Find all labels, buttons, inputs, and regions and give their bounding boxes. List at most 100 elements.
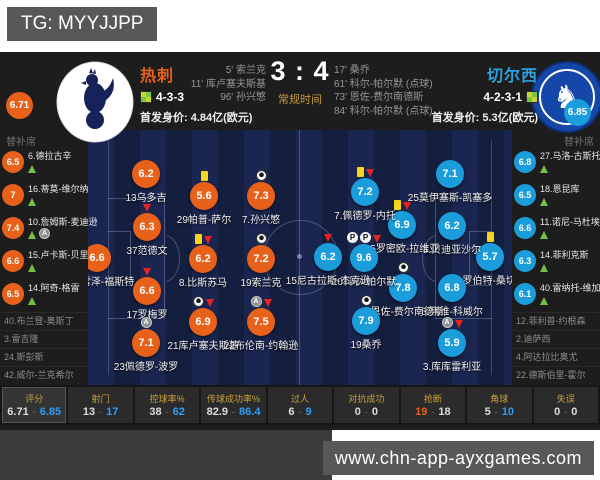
stats-bar: 评分 6.71-6.85 射门 13-17 控球率% 38-62 传球成功率% 82.9-86… bbox=[0, 385, 600, 425]
bottom-dark-panel bbox=[0, 430, 332, 480]
stat-away-value: 17 bbox=[106, 406, 119, 418]
away-goal-list: 17' 桑乔 61' 科尔-帕尔默 (点球) 73' 恩佐-费尔南德斯 84' 科尔-… bbox=[334, 64, 433, 118]
player-rating-chip[interactable]: 5.6 bbox=[190, 182, 218, 210]
player-name: 23佩德罗-波罗 bbox=[113, 362, 179, 373]
sub-off-icon bbox=[324, 234, 332, 242]
bench-unused-player[interactable]: 2.迪萨西 bbox=[512, 330, 600, 348]
bench-player-name: 18.恩昆库 bbox=[540, 184, 580, 194]
bench-player-info: 6.德拉古辛 bbox=[28, 149, 72, 173]
bench-player-rating: 6.8 bbox=[514, 151, 536, 173]
player-rating-chip[interactable]: 6.2 bbox=[132, 160, 160, 188]
player-rating-chip[interactable]: 6.9 bbox=[189, 308, 217, 336]
player-rating-chip[interactable]: 9.6 bbox=[350, 244, 378, 272]
bench-player-info: 16.蒂莫-维尔纳 bbox=[28, 182, 89, 206]
home-team-name: 热刺 bbox=[140, 68, 175, 85]
player-name: 13乌多吉 bbox=[125, 193, 167, 204]
bench-player[interactable]: 6.1 40.雷纳托-维加 bbox=[512, 279, 600, 312]
away-team-name: 切尔西 bbox=[486, 68, 538, 85]
player-rating-chip[interactable]: 5.9 bbox=[438, 329, 466, 357]
stat-away-value: 18 bbox=[438, 406, 451, 418]
sub-off-icon bbox=[402, 202, 411, 210]
player-rating-chip[interactable]: 7.2 bbox=[351, 178, 379, 206]
player-name: 1.罗伯特-桑切斯 bbox=[454, 276, 526, 287]
player-rating-chip[interactable]: 6.2 bbox=[314, 243, 342, 271]
home-bench: 替补席 6.5 6.德拉古辛 7 16.蒂莫-维尔纳 7.4 10.詹姆斯-麦迪逊 A 6.6… bbox=[0, 130, 98, 385]
bench-unused-player[interactable]: 42.威尔-兰克希尔 bbox=[0, 366, 88, 384]
player-rating-chip[interactable]: 7.1 bbox=[436, 160, 464, 188]
bench-player[interactable]: 6.5 18.恩昆库 bbox=[512, 180, 600, 213]
goal-line: 84' 科尔-帕尔默 (点球) bbox=[334, 105, 433, 117]
bench-player[interactable]: 7.4 10.詹姆斯-麦迪逊 A bbox=[0, 213, 98, 246]
player-icons bbox=[229, 233, 293, 244]
stat-label: 射门 bbox=[91, 394, 110, 404]
stat-away-value: 62 bbox=[172, 406, 185, 418]
player-rating-chip[interactable]: 7.5 bbox=[247, 308, 275, 336]
pitch: 6.6 20弗雷泽-福斯特 6.2 13乌多吉 6.3 37范德文 6.6 17罗梅罗 A 7.1… bbox=[60, 130, 526, 385]
bench-player-icons bbox=[540, 297, 600, 305]
bench-player-icons bbox=[540, 264, 589, 272]
bench-player[interactable]: 6.5 6.德拉古辛 bbox=[0, 147, 88, 180]
bench-unused-player[interactable]: 4.阿达拉比奥尤 bbox=[512, 348, 600, 366]
player-rating-chip[interactable]: 6.3 bbox=[133, 213, 161, 241]
player-name: 8.比斯苏马 bbox=[178, 278, 228, 289]
player-rating-chip[interactable]: 6.9 bbox=[388, 211, 416, 239]
player-rating-chip[interactable]: 6.2 bbox=[189, 245, 217, 273]
bench-player-rating: 6.6 bbox=[2, 250, 24, 272]
stat-home-value: 0 bbox=[554, 406, 561, 418]
player-rating-chip[interactable]: 7.9 bbox=[352, 307, 380, 335]
bench-player-info: 27.马洛-古斯托 bbox=[540, 149, 600, 173]
stat-home-value: 82.9 bbox=[206, 406, 229, 418]
bench-player-name: 14.菲利克斯 bbox=[540, 250, 589, 260]
bench-player[interactable]: 6.8 27.马洛-古斯托 bbox=[512, 147, 600, 180]
stat-cell: 角球 5-10 bbox=[467, 387, 532, 423]
stat-values: 6-9 bbox=[288, 406, 311, 418]
sub-on-icon bbox=[540, 297, 548, 305]
player-name: 20弗雷泽-福斯特 bbox=[59, 277, 135, 288]
goal-line: 61' 科尔-帕尔默 (点球) bbox=[334, 78, 433, 90]
player-name: 45罗密欧-拉维亚 bbox=[364, 244, 440, 255]
player-icons bbox=[114, 148, 178, 159]
pitch-penalty-box-right bbox=[435, 198, 492, 319]
bench-player[interactable]: 6.3 14.菲利克斯 bbox=[512, 246, 600, 279]
player-rating-chip[interactable]: 7.3 bbox=[247, 182, 275, 210]
stat-away-value: 0 bbox=[571, 406, 578, 418]
pitch-goal-box-right bbox=[469, 231, 492, 286]
player-rating-chip[interactable]: 7.2 bbox=[247, 245, 275, 273]
bench-player[interactable]: 7 16.蒂莫-维尔纳 bbox=[0, 180, 89, 213]
stat-label: 抢断 bbox=[423, 394, 442, 404]
player-name: 15尼古拉斯-杰克逊 bbox=[285, 276, 371, 287]
stat-values: 13-17 bbox=[83, 406, 119, 418]
stat-home-value: 19 bbox=[415, 406, 428, 418]
bench-player-rating: 6.6 bbox=[514, 217, 536, 239]
away-bench-title: 替补席 bbox=[564, 137, 594, 148]
stat-separator: - bbox=[431, 407, 435, 417]
bench-unused-player[interactable]: 40.布兰登-奥斯丁 bbox=[0, 312, 88, 330]
player-icons: A bbox=[229, 296, 293, 307]
player-rating-chip[interactable]: 5.7 bbox=[476, 243, 504, 271]
sub-on-icon bbox=[28, 165, 36, 173]
player-rating-chip[interactable]: 6.2 bbox=[438, 212, 466, 240]
bench-unused-player[interactable]: 24.斯彭斯 bbox=[0, 348, 88, 366]
stat-label: 对抗成功 bbox=[348, 394, 385, 404]
bench-player-name: 40.雷纳托-维加 bbox=[540, 283, 600, 293]
bench-unused-player[interactable]: 22.德斯伯里-霍尔 bbox=[512, 366, 600, 384]
player-rating-chip[interactable]: 6.8 bbox=[438, 274, 466, 302]
stat-cell: 对抗成功 0-0 bbox=[334, 387, 399, 423]
stat-values: 6.71-6.85 bbox=[7, 406, 61, 418]
bench-unused-player[interactable]: 12.菲利普-约根森 bbox=[512, 312, 600, 330]
player-rating-chip[interactable]: 7.1 bbox=[132, 329, 160, 357]
bench-player[interactable]: 6.6 15.卢卡斯-贝里... bbox=[0, 246, 96, 279]
bench-player[interactable]: 6.5 14.阿奇-格雷 bbox=[0, 279, 88, 312]
player-rating-chip[interactable]: 7.8 bbox=[389, 274, 417, 302]
bench-player-name: 11.诺尼-马杜埃克 bbox=[540, 217, 600, 227]
player-rating-chip[interactable]: 6.6 bbox=[133, 277, 161, 305]
home-goal-list: 5' 索兰克 11' 库卢塞夫斯基 96' 孙兴慜 bbox=[191, 64, 266, 105]
stat-away-value: 86.4 bbox=[239, 406, 261, 418]
sub-on-icon bbox=[28, 198, 36, 206]
player-name: 17罗梅罗 bbox=[126, 310, 168, 321]
bottom-strip: www.chn-app-ayxgames.com bbox=[0, 430, 600, 480]
bench-player[interactable]: 6.6 11.诺尼-马杜埃克 bbox=[512, 213, 600, 246]
bench-unused-player[interactable]: 3.雷吉隆 bbox=[0, 330, 88, 348]
home-squad-value: 首发身价: 4.84亿(欧元) bbox=[140, 112, 253, 124]
